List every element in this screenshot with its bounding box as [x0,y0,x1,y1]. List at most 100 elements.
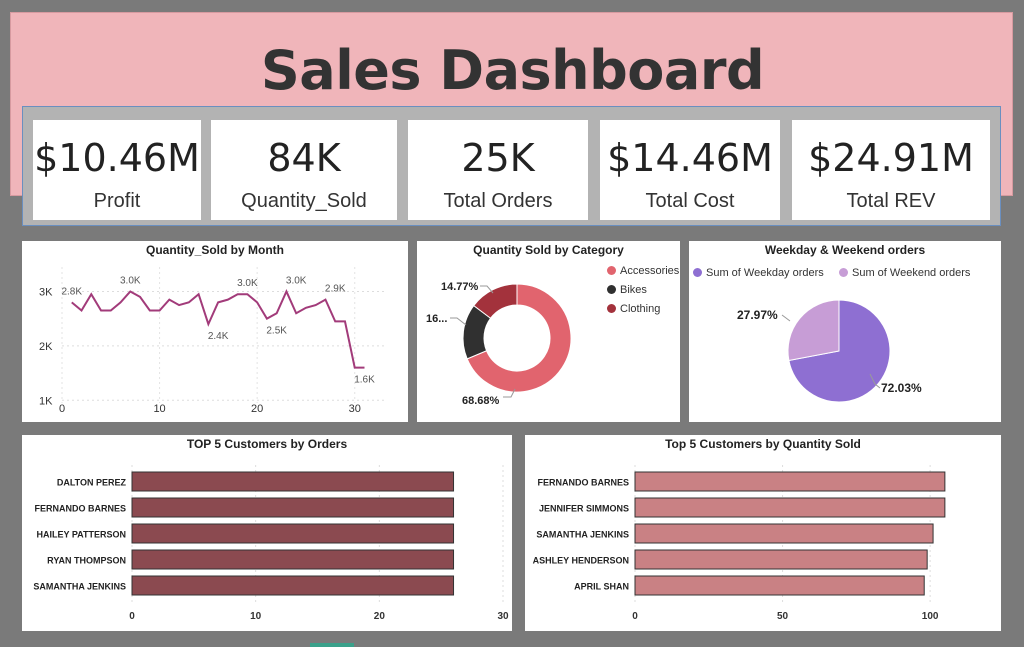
bar [131,523,455,544]
data-label: 2.8K [61,286,82,297]
legend-label: Clothing [620,303,661,315]
legend-item-bikes[interactable]: Bikes [607,284,647,296]
quantity-bar-chart-card[interactable]: Top 5 Customers by Quantity Sold 0 50 100 F… [525,435,1001,631]
legend-item-weekday[interactable]: Sum of Weekday orders [693,267,824,279]
y-tick-label: 2K [39,341,53,353]
chart-title: Quantity Sold by Category [473,243,624,257]
pie-chart: 72.03% 27.97% [737,299,922,403]
leader-line [450,317,467,326]
legend-item-accessories[interactable]: Accessories [607,265,679,277]
slice-label: 14.77% [441,281,479,293]
line-chart-card[interactable]: Quantity_Sold by Month 1K 2K 3K 0 10 20 30 2.8K… [22,241,408,422]
x-tick-label: 0 [632,611,638,622]
kpi-panel: $10.46M Profit 84K Quantity_Sold 25K Tot… [22,106,1001,226]
x-tick-label: 0 [59,403,65,415]
kpi-value: $24.91M [808,136,974,180]
kpi-card-quantity-sold[interactable]: 84K Quantity_Sold [211,120,397,220]
bar [131,549,455,570]
bar [131,575,455,596]
x-tick-label: 10 [250,611,262,622]
orders-bar-chart: 0 10 20 30 DALTON PEREZ FERNANDO BARNES HAILEY… [33,465,509,622]
data-label: 3.0K [286,275,307,286]
x-tick-label: 10 [153,403,165,415]
category-label: SAMANTHA JENKINS [536,530,629,540]
scrollbar-thumb[interactable] [310,643,354,647]
legend-label: Sum of Weekday orders [706,267,824,279]
category-label: SAMANTHA JENKINS [33,582,126,592]
legend-label: Accessories [620,265,680,277]
category-label: APRIL SHAN [574,582,629,592]
legend-dot [607,285,616,294]
kpi-label: Total Cost [645,190,735,212]
data-label: 3.0K [237,278,258,289]
slice-label: 16... [426,313,447,325]
x-tick-label: 50 [777,611,789,622]
y-tick-label: 3K [39,286,53,298]
category-label: HAILEY PATTERSON [36,530,126,540]
pie-slice-accessories [466,283,572,393]
legend-label: Sum of Weekend orders [852,267,971,279]
category-label: ASHLEY HENDERSON [533,556,629,566]
x-tick-label: 100 [922,611,939,622]
data-label: 2.9K [325,284,346,295]
kpi-label: Total Orders [443,190,553,212]
x-tick-label: 20 [251,403,263,415]
bar [634,497,946,518]
y-tick-label: 1K [39,395,53,407]
donut-chart-card[interactable]: Quantity Sold by Category 68.68% 16... 14.… [417,241,680,422]
kpi-value: 25K [461,136,535,180]
kpi-value: $14.46M [607,136,773,180]
kpi-value: 84K [267,136,341,180]
data-label: 3.0K [120,275,141,286]
bar [634,575,925,596]
leader-line [781,314,791,322]
leader-line [869,373,881,389]
orders-bar-chart-card[interactable]: TOP 5 Customers by Orders 0 10 20 30 DALTON … [22,435,512,631]
slice-label: 27.97% [737,308,778,322]
category-label: DALTON PEREZ [57,478,127,488]
category-label: JENNIFER SIMMONS [539,504,629,514]
kpi-card-total-orders[interactable]: 25K Total Orders [408,120,588,220]
slice-label: 68.68% [462,395,500,407]
pie-chart-card[interactable]: Weekday & Weekend orders Sum of Weekday … [689,241,1001,422]
legend-item-clothing[interactable]: Clothing [607,303,660,315]
category-label: FERNANDO BARNES [537,478,629,488]
bar [131,497,455,518]
legend-item-weekend[interactable]: Sum of Weekend orders [839,267,970,279]
x-tick-label: 0 [129,611,135,622]
x-tick-label: 20 [374,611,386,622]
legend-dot [693,268,702,277]
kpi-label: Profit [93,190,141,212]
x-tick-label: 30 [349,403,361,415]
bar [131,471,455,492]
leader-line [503,388,516,398]
pie-slice-clothing [473,283,518,319]
donut-chart: 68.68% 16... 14.77% [426,281,572,407]
legend-dot [607,266,616,275]
kpi-card-profit[interactable]: $10.46M Profit [33,120,201,220]
kpi-label: Total REV [846,190,936,212]
bar [634,523,934,544]
legend-label: Bikes [620,284,647,296]
kpi-card-total-cost[interactable]: $14.46M Total Cost [600,120,780,220]
category-label: RYAN THOMPSON [47,556,126,566]
category-label: FERNANDO BARNES [34,504,126,514]
legend-dot [839,268,848,277]
bar [634,471,946,492]
data-label: 1.6K [354,375,375,386]
x-tick-label: 30 [497,611,509,622]
legend-dot [607,304,616,313]
kpi-value: $10.46M [34,136,200,180]
page-title: Sales Dashboard [260,39,765,102]
bar [634,549,928,570]
pie-slice-weekend [787,299,840,362]
data-line [71,289,365,369]
data-label: 2.4K [208,331,229,342]
quantity-bar-chart: 0 50 100 FERNANDO BARNES JENNIFER SIMMONS SAM… [533,465,946,622]
chart-title: TOP 5 Customers by Orders [186,437,348,451]
chart-title: Quantity_Sold by Month [146,243,284,257]
kpi-card-total-rev[interactable]: $24.91M Total REV [792,120,990,220]
chart-title: Weekday & Weekend orders [764,243,926,257]
leader-line [480,285,494,294]
slice-label: 72.03% [881,381,922,395]
